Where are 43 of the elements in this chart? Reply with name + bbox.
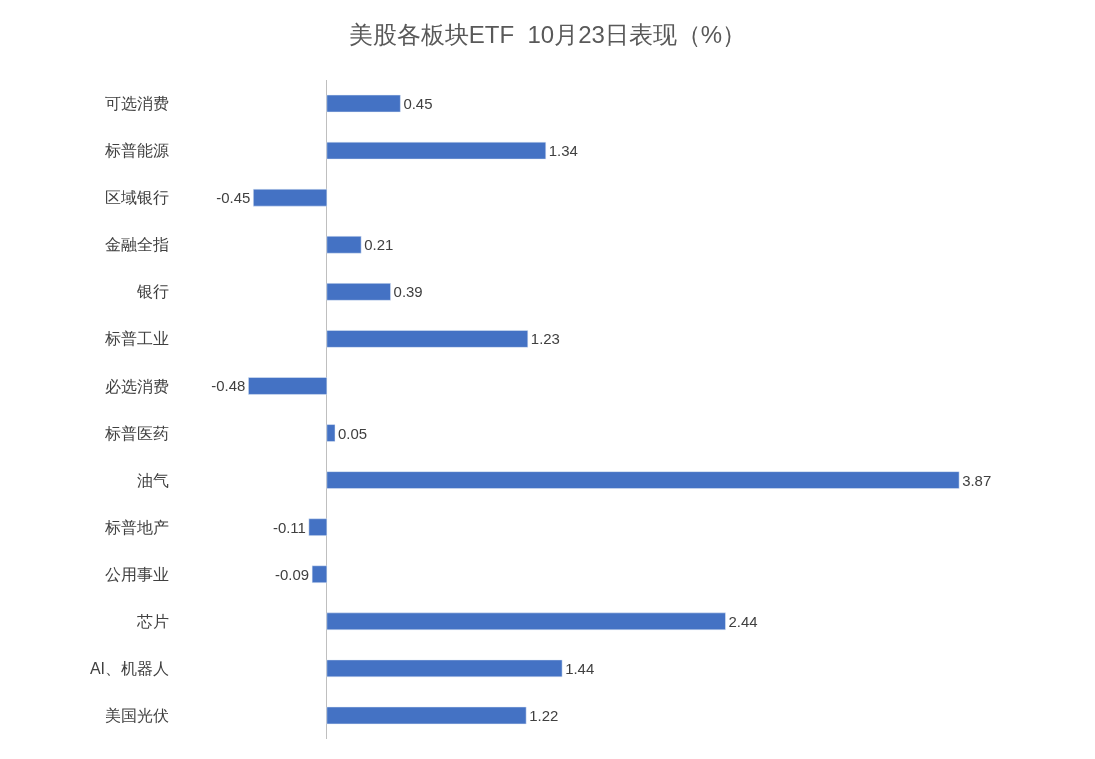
y-tick-label: 公用事业 [105,565,169,583]
chart-title: 美股各板块ETF 10月23日表现（%） [348,21,747,49]
y-tick-label: 区域银行 [105,189,169,207]
y-tick-label: 可选消费 [105,95,169,113]
y-tick-label: AI、机器人 [89,659,169,677]
bar [311,565,328,583]
bar [248,377,328,395]
bar [326,612,726,631]
data-label: -0.11 [272,518,306,536]
bar [253,188,328,207]
bar [326,141,547,160]
bar [326,283,391,301]
data-label: 0.21 [364,236,394,254]
y-tick-label: 美国光伏 [105,707,169,725]
y-tick-label: 标普地产 [104,518,169,536]
data-label: 1.34 [548,142,578,160]
data-label: -0.09 [275,565,310,583]
y-tick-label: 标普工业 [104,330,169,348]
data-label: 2.44 [728,612,758,630]
data-label: -0.48 [211,377,246,395]
data-label: 1.44 [565,659,595,677]
data-label: 1.23 [530,330,560,348]
y-tick-label: 油气 [137,471,169,489]
y-tick-label: 必选消费 [105,377,169,395]
y-tick-label: 芯片 [136,612,169,630]
data-label: 0.45 [403,95,433,113]
data-label: 0.05 [338,424,368,442]
y-tick-label: 银行 [136,283,169,301]
y-tick-label: 标普能源 [104,142,169,160]
data-label: -0.45 [216,189,251,207]
bar [326,330,529,348]
bar [308,518,328,536]
bar [326,471,960,489]
y-tick-label: 标普医药 [104,424,169,442]
bar [326,94,401,113]
data-label: 0.39 [393,283,423,301]
bar [326,236,362,254]
bar [326,706,527,725]
bar [326,659,563,678]
bar [326,424,336,442]
y-tick-label: 金融全指 [105,236,169,254]
data-label: 1.22 [529,706,559,724]
data-label: 3.87 [962,471,992,489]
